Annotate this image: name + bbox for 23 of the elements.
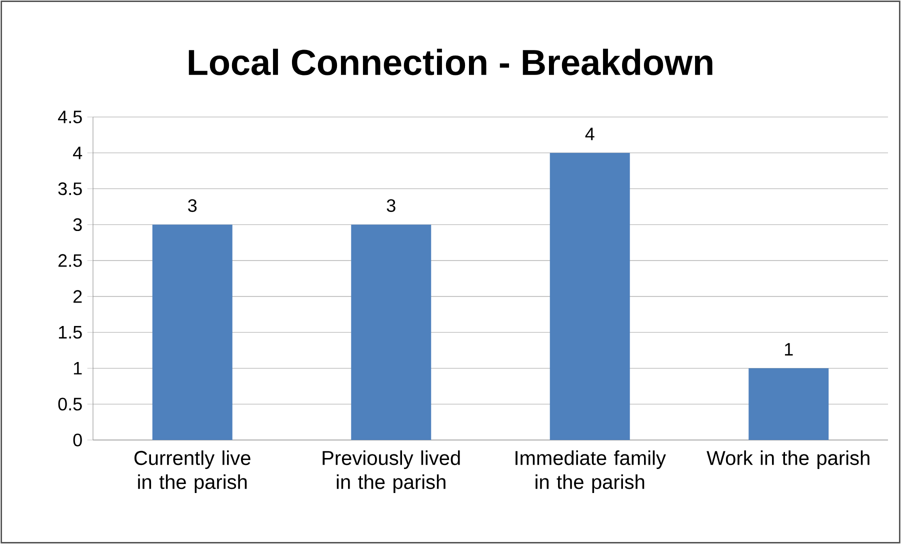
y-tick-label: 1 <box>74 362 82 374</box>
y-tick-label: 1.5 <box>58 326 82 339</box>
bar <box>351 224 432 440</box>
x-tick-label: Previously lived in the parish <box>322 450 460 494</box>
x-tick-label: Work in the parish <box>706 450 870 470</box>
y-tick-label: 0.5 <box>58 398 82 410</box>
bar <box>550 152 630 440</box>
data-label: 4 <box>585 128 594 140</box>
y-tick-label: 3 <box>73 218 82 232</box>
y-tick-label: 2 <box>73 290 82 303</box>
y-tick-label: 3.5 <box>58 182 82 196</box>
x-tick-label: Immediate family in the parish <box>516 450 666 494</box>
bar <box>152 224 232 440</box>
data-label: 3 <box>188 199 197 212</box>
y-tick-label: 4 <box>73 146 82 160</box>
y-tick-label: 2.5 <box>58 254 82 267</box>
bar <box>748 368 829 440</box>
y-tick-label: 0 <box>73 434 82 446</box>
data-label: 1 <box>785 343 793 356</box>
y-tick-label: 4.5 <box>58 110 82 124</box>
x-tick-label: Currently live in the parish <box>134 450 250 494</box>
data-label: 3 <box>386 199 396 212</box>
chart-title: Local Connection - Breakdown <box>188 48 712 76</box>
